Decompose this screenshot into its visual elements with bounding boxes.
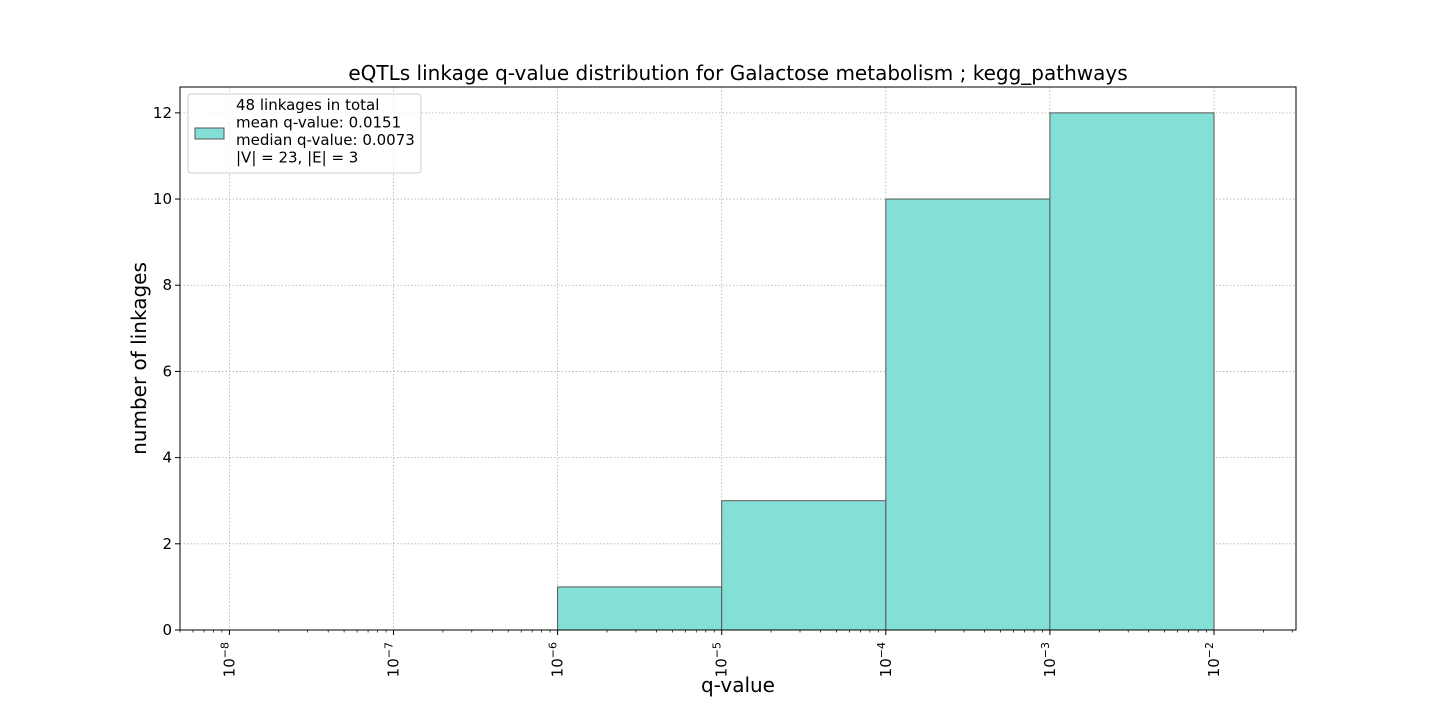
x-tick-label: 10−3 (1039, 642, 1059, 677)
y-tick-label: 4 (162, 449, 172, 467)
legend: 48 linkages in total mean q-value: 0.015… (187, 93, 422, 174)
y-tick-label: 6 (162, 362, 172, 380)
histogram-bars (557, 112, 1215, 631)
y-tick-label: 0 (162, 621, 172, 639)
x-tick-label: 10−2 (1203, 642, 1223, 677)
plot-frame (179, 86, 1297, 631)
legend-line: |V| = 23, |E| = 3 (236, 149, 358, 167)
x-tick-label: 10−8 (218, 642, 238, 677)
y-axis-label: number of linkages (127, 262, 151, 455)
y-tick-label: 2 (162, 535, 172, 553)
y-tick-label: 8 (162, 276, 172, 294)
histogram-bar (885, 198, 1051, 631)
histogram-bar (557, 586, 723, 631)
x-tick-label: 10−4 (875, 642, 895, 677)
chart-title: eQTLs linkage q-value distribution for G… (348, 61, 1127, 85)
legend-line: 48 linkages in total (236, 96, 379, 114)
legend-line: median q-value: 0.0073 (236, 131, 415, 149)
y-axis-ticks: 0 2 4 6 8 10 12 (153, 104, 180, 639)
x-axis-label: q-value (701, 673, 775, 697)
y-tick-label: 12 (153, 104, 172, 122)
legend-box (187, 93, 422, 174)
legend-line: mean q-value: 0.0151 (236, 114, 401, 132)
x-tick-label: 10−7 (382, 642, 402, 677)
histogram-bar (1049, 112, 1215, 631)
legend-swatch (194, 127, 225, 140)
x-tick-label: 10−5 (711, 642, 731, 677)
x-tick-label: 10−6 (547, 642, 567, 677)
x-axis-ticks: 10−8 10−7 10−6 10−5 10−4 10−3 10−2 (179, 630, 1293, 677)
y-tick-label: 10 (153, 190, 172, 208)
histogram-bar (721, 500, 887, 631)
